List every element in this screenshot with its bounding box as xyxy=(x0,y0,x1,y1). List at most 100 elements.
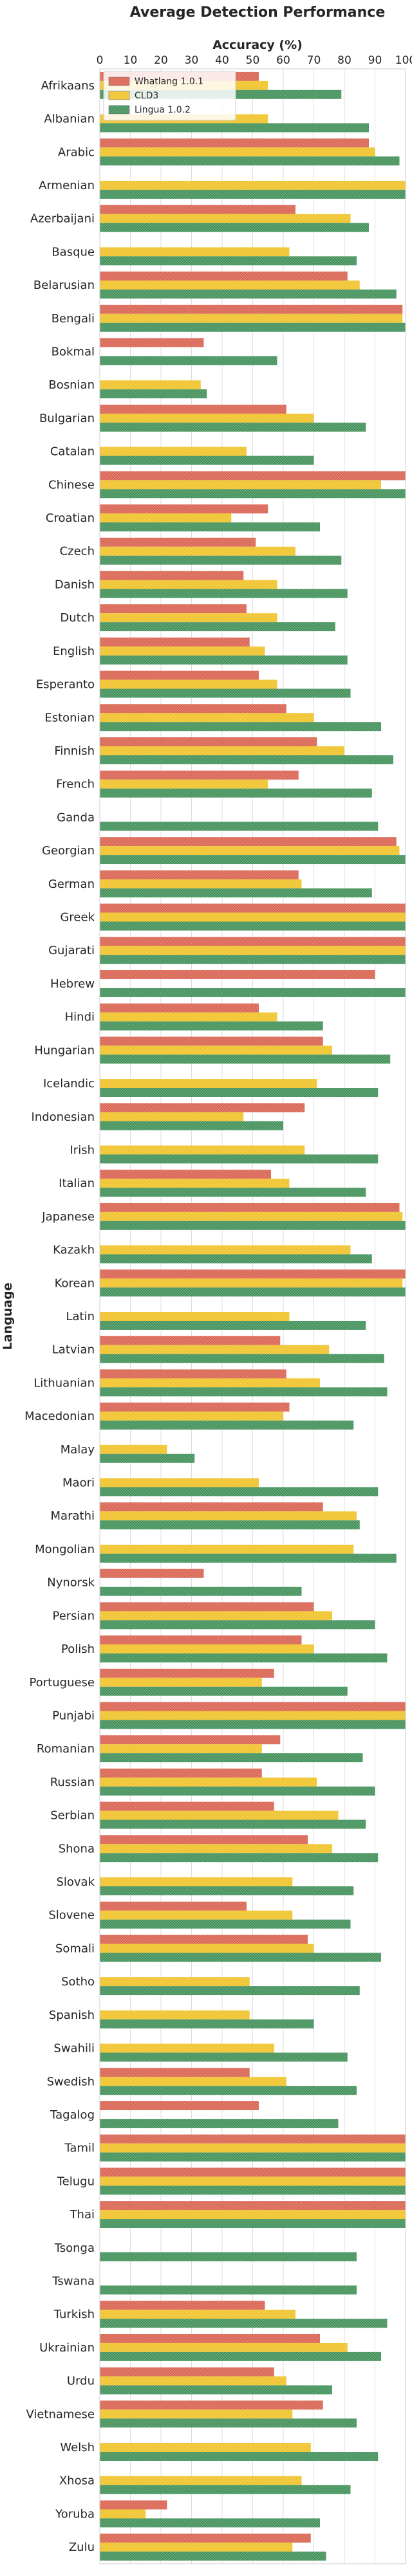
x-tick-label: 40 xyxy=(215,54,229,67)
category-label: Hungarian xyxy=(34,1044,95,1057)
bar-hatch xyxy=(100,1686,348,1696)
bar-hatch xyxy=(100,446,247,456)
bar-hatch xyxy=(100,537,256,547)
bar-hatch xyxy=(100,1602,314,1612)
category-label: Telugu xyxy=(57,2175,95,2188)
bar-hatch xyxy=(100,2167,406,2177)
category-label: Marathi xyxy=(51,1509,95,1523)
bar-hatch xyxy=(100,1045,332,1055)
bar-hatch xyxy=(100,1819,366,1829)
bar-hatch xyxy=(100,837,397,847)
bar-hatch xyxy=(100,2351,381,2361)
x-tick-label: 90 xyxy=(368,54,382,67)
bar-hatch xyxy=(100,1103,305,1112)
bar-hatch xyxy=(100,879,302,888)
category-label: Urdu xyxy=(67,2375,95,2388)
bar-hatch xyxy=(100,1444,167,1454)
bar-hatch xyxy=(100,546,295,556)
bar-hatch xyxy=(100,646,265,656)
bar-hatch xyxy=(100,1245,351,1255)
bar-hatch xyxy=(100,2219,406,2229)
bar-hatch xyxy=(100,770,299,780)
bar-hatch xyxy=(100,2052,348,2062)
bar-hatch xyxy=(100,2134,406,2144)
category-label: Czech xyxy=(60,545,95,558)
bar-hatch xyxy=(100,504,268,514)
bar-hatch xyxy=(100,356,277,365)
category-label: Greek xyxy=(60,911,95,925)
bar-hatch xyxy=(100,937,406,946)
category-label: Tamil xyxy=(64,2142,95,2155)
bar-hatch xyxy=(100,1170,271,1179)
bar-hatch xyxy=(100,223,369,232)
bar-hatch xyxy=(100,1901,247,1911)
bar-hatch xyxy=(100,413,314,423)
bar-hatch xyxy=(100,1668,274,1678)
bar-hatch xyxy=(100,2319,388,2328)
category-label: Vietnamese xyxy=(26,2407,95,2421)
bar-hatch xyxy=(100,1502,323,1512)
category-label: Esperanto xyxy=(36,678,95,692)
bar-hatch xyxy=(100,2485,351,2494)
bar-hatch xyxy=(100,1801,274,1811)
bar-hatch xyxy=(100,422,366,432)
bar-hatch xyxy=(100,1611,332,1621)
bar-hatch xyxy=(100,2086,357,2095)
category-label: Latvian xyxy=(52,1343,95,1357)
bar-hatch xyxy=(100,2152,406,2162)
bar-hatch xyxy=(100,2518,320,2528)
bar-hatch xyxy=(100,1278,403,1288)
bar-hatch xyxy=(100,147,375,157)
category-label: Latin xyxy=(66,1310,95,1323)
category-label: Irish xyxy=(70,1143,95,1157)
category-label: Georgian xyxy=(42,844,95,858)
category-label: Romanian xyxy=(37,1742,95,1756)
category-label: Tsonga xyxy=(54,2241,95,2255)
category-label: Azerbaijani xyxy=(30,212,95,226)
bar-hatch xyxy=(100,1620,375,1630)
category-label: Russian xyxy=(50,1776,95,1789)
bar-hatch xyxy=(100,670,259,680)
category-label: Zulu xyxy=(69,2541,95,2554)
bar-hatch xyxy=(100,722,381,731)
bar-hatch xyxy=(100,2310,295,2319)
bar-hatch xyxy=(100,1003,259,1013)
bar-hatch xyxy=(100,2385,332,2395)
bar-hatch xyxy=(100,1412,283,1421)
bar-hatch xyxy=(100,522,320,531)
bar-hatch xyxy=(100,655,348,665)
bar-hatch xyxy=(100,2101,259,2110)
bar-hatch xyxy=(100,1511,357,1521)
bar-hatch xyxy=(100,455,314,465)
bar-hatch xyxy=(100,1977,250,1987)
category-label: Italian xyxy=(59,1177,95,1190)
bar-hatch xyxy=(100,1487,379,1496)
bar-hatch xyxy=(100,2210,406,2220)
category-label: Hindi xyxy=(65,1011,95,1024)
bar-hatch xyxy=(100,1677,262,1687)
bar-hatch xyxy=(100,1919,351,1929)
bar-hatch xyxy=(100,1886,354,1895)
category-label: Belarusian xyxy=(33,279,95,292)
bar-hatch xyxy=(100,2301,265,2310)
category-label: Persian xyxy=(52,1609,95,1623)
category-label: Bulgarian xyxy=(39,412,95,425)
bar-hatch xyxy=(100,1012,277,1022)
category-label: Swedish xyxy=(47,2075,95,2088)
bar-hatch xyxy=(100,2185,406,2195)
category-label: Slovak xyxy=(56,1875,95,1889)
bar-hatch xyxy=(100,2201,406,2211)
category-label: Maori xyxy=(62,1477,95,1490)
category-label: Slovene xyxy=(48,1909,95,1922)
bar-hatch xyxy=(100,912,406,922)
bar-hatch xyxy=(100,1910,293,1920)
legend-swatch-hatch xyxy=(109,77,129,86)
bar-hatch xyxy=(100,1036,323,1046)
x-tick-label: 60 xyxy=(276,54,290,67)
bar-hatch xyxy=(100,2285,357,2295)
category-label: French xyxy=(56,778,95,791)
bar-hatch xyxy=(100,1720,406,1729)
bar-hatch xyxy=(100,946,406,955)
